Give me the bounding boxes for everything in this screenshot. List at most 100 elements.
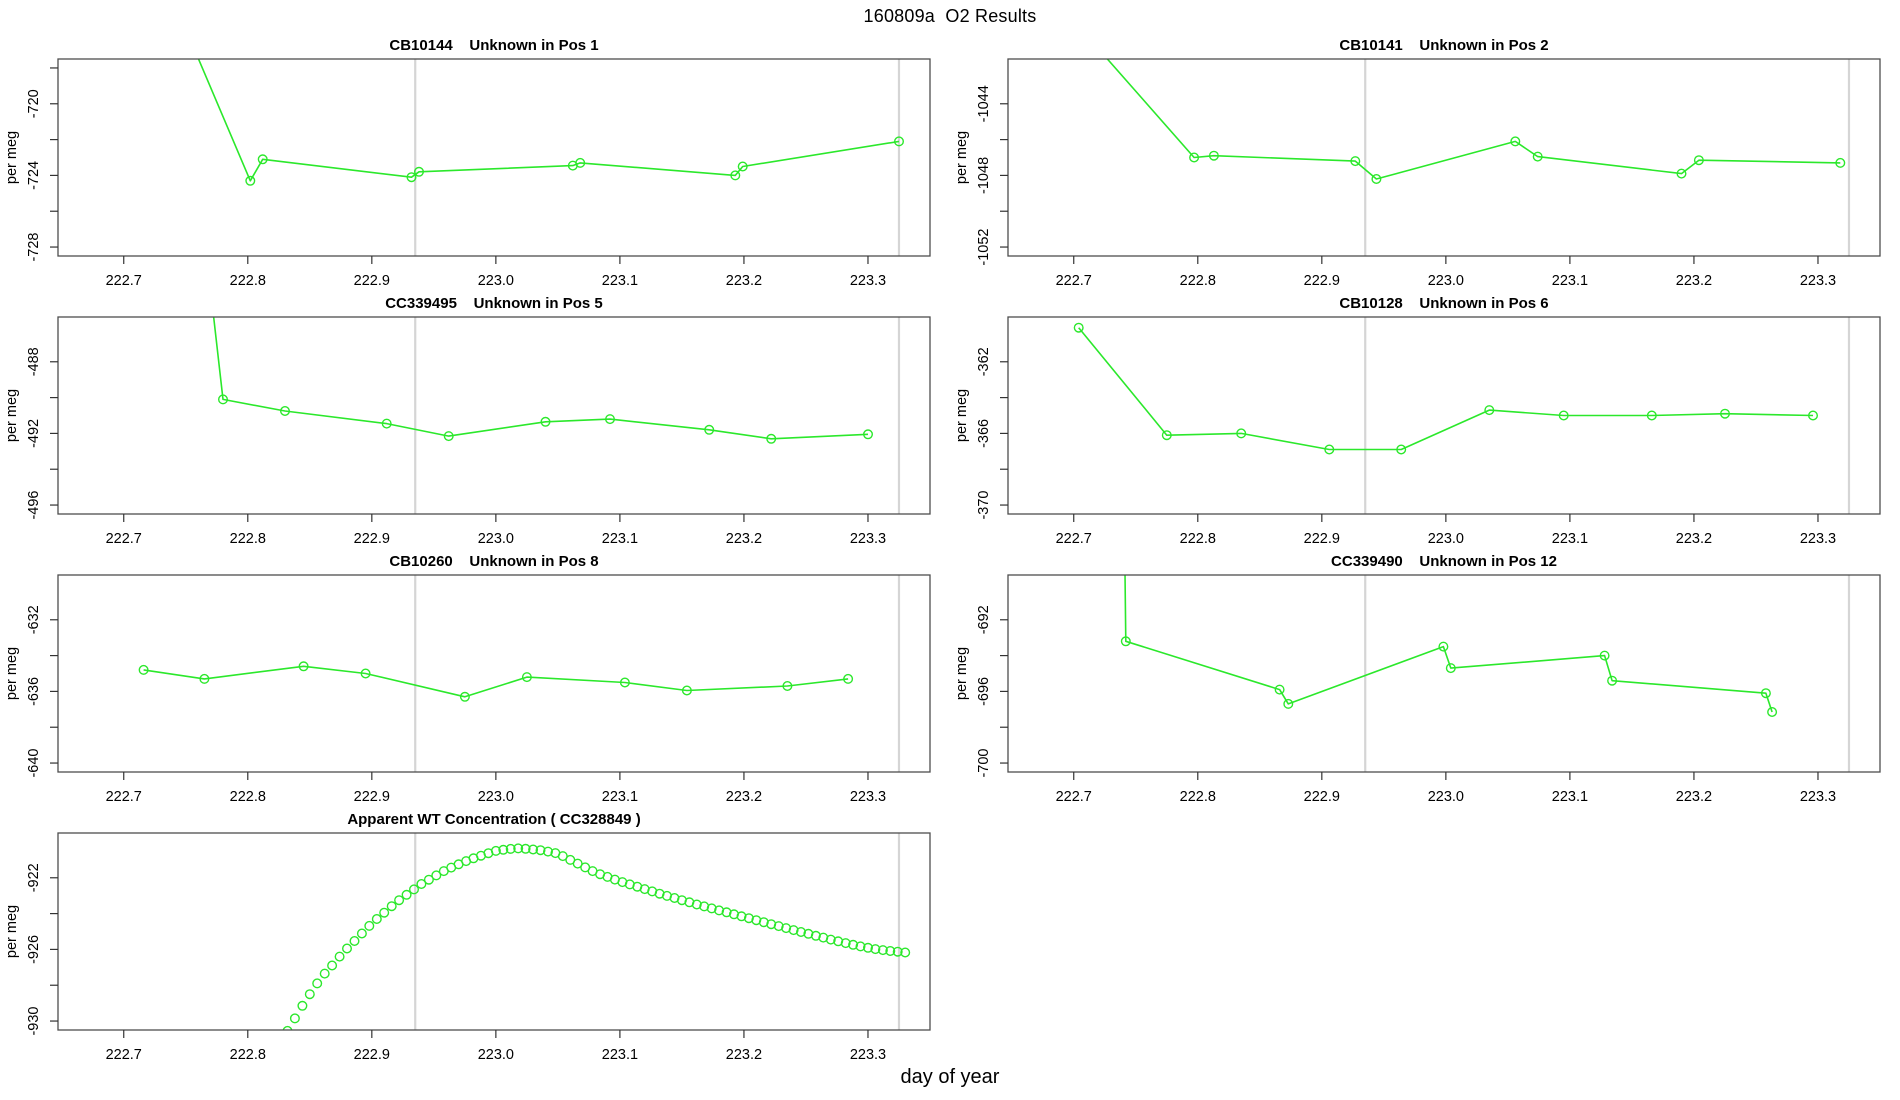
plot-frame	[57, 316, 931, 515]
data-point	[900, 947, 911, 958]
x-tick-label: 223.0	[478, 531, 514, 547]
data-point	[1371, 173, 1382, 184]
data-point	[280, 406, 291, 417]
data-point	[1120, 535, 1129, 544]
data-point	[379, 907, 390, 918]
data-point	[843, 673, 854, 684]
data-point	[885, 946, 896, 957]
data-point	[1835, 157, 1846, 168]
y-axis-label: per meg	[4, 905, 20, 958]
data-point	[431, 870, 442, 881]
data-point	[360, 668, 371, 679]
data-line	[1078, 327, 1814, 451]
y-axis-label: per meg	[954, 647, 970, 700]
y-tick-label: -492	[26, 419, 42, 448]
data-series	[282, 843, 911, 1030]
y-tick-label: -632	[26, 605, 42, 634]
plot-frame	[57, 58, 931, 257]
data-point	[1558, 410, 1569, 421]
y-tick-label: -922	[26, 863, 42, 892]
panel-title-pos12: CC339490 Unknown in Pos 12	[1331, 553, 1557, 570]
x-tick-label: 222.7	[106, 789, 142, 805]
figure-title: 160809a O2 Results	[863, 6, 1037, 26]
data-point	[543, 846, 554, 857]
x-tick-label: 223.3	[850, 531, 886, 547]
x-tick-label: 222.8	[1180, 273, 1216, 289]
data-point	[1189, 152, 1200, 163]
data-point	[304, 989, 315, 1000]
data-point	[825, 934, 836, 945]
x-tick-label: 223.3	[850, 789, 886, 805]
y-tick-label: -488	[26, 347, 42, 376]
panel-title-pos1: CB10144 Unknown in Pos 1	[389, 37, 599, 54]
x-tick-label: 222.9	[1304, 531, 1340, 547]
data-point	[1438, 641, 1449, 652]
data-point	[342, 943, 353, 954]
plot-frame	[1007, 316, 1881, 515]
data-series	[1073, 322, 1818, 455]
data-point	[319, 968, 330, 979]
x-tick-label: 222.7	[106, 273, 142, 289]
data-point	[619, 677, 630, 688]
data-line	[197, 59, 900, 182]
data-point	[736, 911, 747, 922]
y-tick-label: -724	[26, 161, 42, 190]
data-point	[1161, 430, 1172, 441]
data-point	[327, 960, 338, 971]
panel-5-plot: 222.7 222.8 222.9 223.0 223.1 223.2 223.3 -632 -…	[4, 574, 931, 805]
panel-title-pos2: CB10141 Unknown in Pos 2	[1339, 37, 1549, 54]
data-point	[1079, 28, 1088, 37]
y-tick-label: -370	[976, 491, 992, 520]
data-point	[704, 424, 715, 435]
data-line	[1106, 59, 1841, 180]
data-point	[730, 170, 741, 181]
panel-3-plot: 222.7 222.8 222.9 223.0 223.1 223.2 223.3 -488 -…	[4, 286, 931, 547]
panel-title-wt-concentration: Apparent WT Concentration ( CC328849 )	[347, 811, 641, 828]
data-point	[855, 941, 866, 952]
y-tick-label: -362	[976, 347, 992, 376]
x-tick-label: 222.8	[1180, 531, 1216, 547]
panel-title-pos6: CB10128 Unknown in Pos 6	[1339, 295, 1549, 312]
data-point	[1324, 444, 1335, 455]
x-tick-label: 223.0	[1428, 531, 1464, 547]
data-point	[349, 936, 360, 947]
plot-frame	[57, 832, 931, 1031]
x-tick-label: 222.7	[1056, 789, 1092, 805]
data-point	[1236, 428, 1247, 439]
y-tick-label: -1052	[976, 228, 992, 265]
data-point	[416, 879, 427, 890]
data-series	[206, 286, 874, 444]
data-point	[714, 905, 725, 916]
data-point	[381, 418, 392, 429]
x-tick-label: 223.2	[726, 531, 762, 547]
data-point	[540, 416, 551, 427]
panel-6-plot: 222.7 222.8 222.9 223.0 223.1 223.2 223.3 -692 -…	[954, 535, 1881, 805]
x-tick-label: 222.9	[354, 531, 390, 547]
data-point	[297, 1000, 308, 1011]
data-point	[505, 843, 516, 854]
x-tick-label: 223.0	[478, 1047, 514, 1063]
x-tick-label: 222.9	[354, 273, 390, 289]
data-point	[743, 913, 754, 924]
data-point	[245, 175, 256, 186]
data-point	[894, 136, 905, 147]
x-tick-label: 223.2	[726, 1047, 762, 1063]
y-tick-label: -930	[26, 1007, 42, 1036]
data-point	[206, 286, 215, 295]
data-point	[1607, 675, 1618, 686]
data-point	[681, 685, 692, 696]
plot-frame	[57, 574, 931, 773]
data-point	[877, 945, 888, 956]
x-tick-label: 222.8	[230, 1047, 266, 1063]
y-axis-label: per meg	[4, 131, 20, 184]
data-point	[1120, 636, 1131, 647]
data-point	[810, 930, 821, 941]
data-point	[737, 161, 748, 172]
data-point	[833, 936, 844, 947]
plot-frame	[1007, 58, 1881, 257]
data-point	[423, 874, 434, 885]
panel-4-plot: 222.7 222.8 222.9 223.0 223.1 223.2 223.3 -362 -…	[954, 316, 1881, 547]
x-tick-label: 223.0	[1428, 273, 1464, 289]
data-point	[1073, 322, 1084, 333]
